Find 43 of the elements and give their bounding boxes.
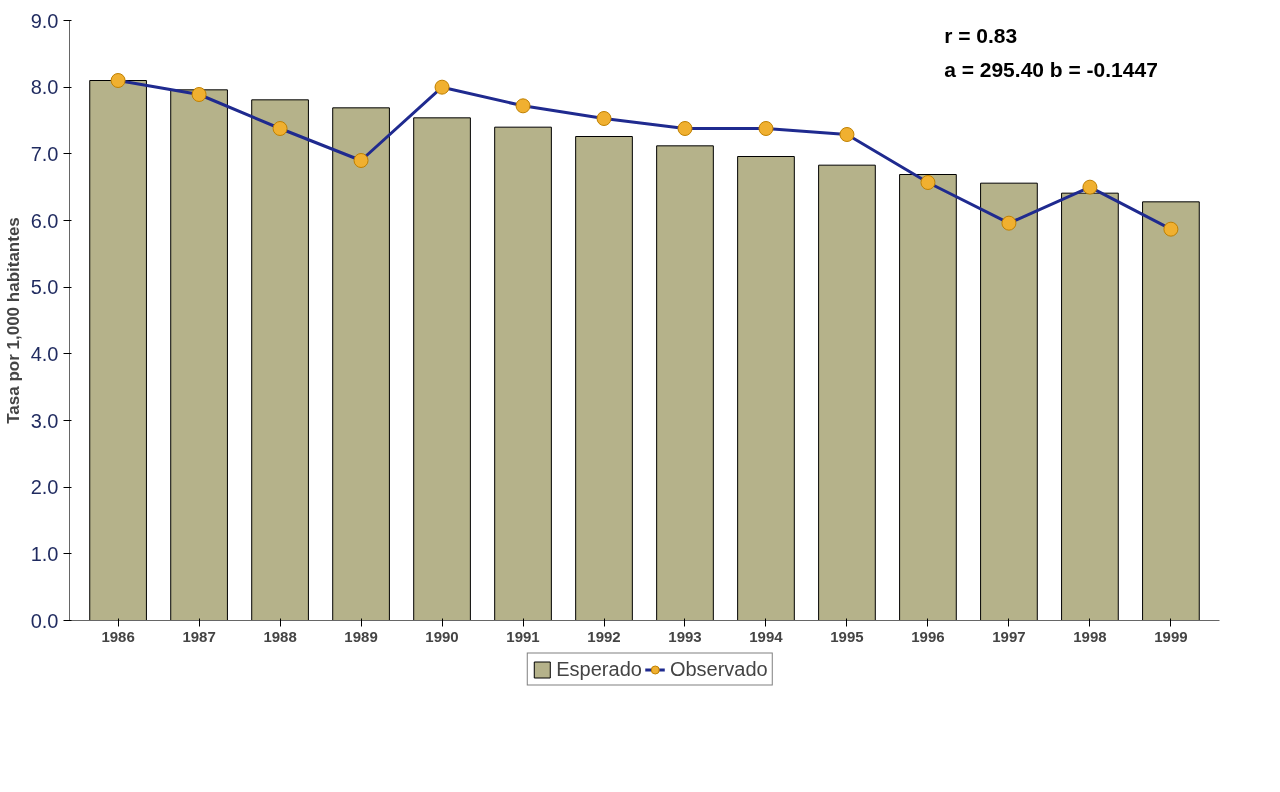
point — [920, 175, 936, 190]
point — [677, 121, 693, 136]
x-tick-label: 1988 — [263, 627, 297, 645]
point — [353, 153, 369, 168]
point — [1163, 221, 1179, 237]
x-tick-label: 1989 — [344, 627, 378, 645]
x-tick-label: 1999 — [1154, 627, 1188, 645]
y-tick-label: 8.0 — [30, 76, 59, 99]
x-tick-label: 1995 — [830, 627, 864, 645]
y-tick-label: 4.0 — [30, 342, 59, 365]
x-tick-label: 1998 — [1073, 627, 1107, 645]
x-tick-label: 1986 — [101, 627, 135, 645]
point — [434, 79, 450, 95]
annotation: r = 0.83 — [944, 24, 1018, 48]
annotation: a = 295.40 b = -0.1447 — [944, 57, 1158, 81]
point — [1082, 179, 1098, 195]
y-tick-label: 5.0 — [30, 276, 59, 299]
y-tick-label: 1.0 — [30, 542, 59, 565]
y-tick-label: 0.0 — [30, 609, 59, 632]
x-tick-label: 1987 — [182, 627, 216, 645]
point — [596, 111, 612, 126]
y-tick-label: 2.0 — [30, 476, 59, 499]
point — [191, 87, 207, 102]
point — [515, 98, 531, 114]
point — [758, 121, 774, 136]
x-tick-label: 1992 — [587, 627, 621, 645]
x-tick-label: 1990 — [425, 627, 459, 645]
x-tick-label: 1991 — [506, 627, 540, 645]
point — [272, 121, 288, 136]
point — [110, 73, 126, 88]
legend-label: Esperado — [556, 657, 642, 681]
x-tick-label: 1997 — [992, 627, 1026, 645]
y-tick-label: 9.0 — [30, 9, 59, 32]
y-tick-label: 3.0 — [30, 409, 59, 432]
y-tick-label: 7.0 — [30, 142, 59, 165]
x-tick-label: 1996 — [911, 627, 945, 645]
point — [1001, 215, 1017, 231]
x-tick-label: 1993 — [668, 627, 702, 645]
y-axis-title: Tasa por 1,000 habitantes — [3, 217, 23, 424]
y-tick-label: 6.0 — [30, 209, 59, 232]
x-tick-label: 1994 — [749, 627, 784, 645]
point — [839, 127, 855, 142]
legend-label: Observado — [669, 657, 768, 681]
